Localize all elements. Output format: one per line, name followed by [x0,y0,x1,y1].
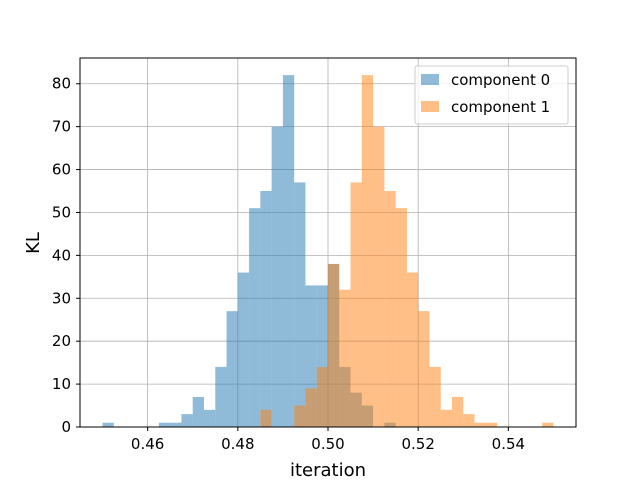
histogram-bar-component-0 [294,182,306,427]
histogram-bar-component-1 [260,409,272,427]
histogram-bar-component-1 [305,388,317,427]
histogram-bar-component-1 [429,366,441,427]
histogram-bar-component-0 [170,422,182,427]
legend-swatch-component-1 [421,101,439,112]
histogram-bar-component-0 [260,191,272,427]
histogram-bar-component-1 [316,366,328,427]
x-tick-label: 0.50 [311,435,344,453]
legend-box [414,65,569,125]
histogram-bar-component-1 [463,414,475,427]
x-tick-label: 0.46 [131,435,164,453]
y-tick-label: 30 [52,289,71,307]
histogram-bar-component-1 [395,208,407,427]
histogram-bar-component-1 [384,191,396,427]
y-tick-label: 60 [52,161,71,179]
y-axis-label: KL [23,232,44,254]
legend-swatch-component-0 [421,74,439,85]
axis-ticks: 0.46 0.48 0.50 0.52 0.54 0 10 20 30 40 50 60 70 80 [52,75,525,453]
legend-label-component-1: component 1 [451,98,550,116]
histogram-bar-component-1 [440,409,452,427]
histogram-bar-component-0 [102,422,114,427]
histogram-bar-component-0 [215,366,227,427]
histogram-bar-component-1 [361,75,374,428]
y-tick-label: 0 [61,418,71,436]
histogram-bar-component-0 [226,311,238,427]
legend-label-component-0: component 0 [451,71,550,89]
histogram-bar-component-1 [339,289,351,427]
histogram-bar-component-0 [271,126,283,428]
y-tick-label: 70 [52,118,71,136]
x-axis-label: iteration [290,460,366,480]
histogram-bar-component-0 [237,272,250,427]
histogram-bars [102,75,554,428]
histogram-bar-component-0 [249,208,261,427]
histogram-bar-component-1 [485,422,498,427]
x-tick-label: 0.52 [401,435,434,453]
y-tick-label: 50 [52,203,71,221]
histogram-bar-component-1 [406,272,419,427]
y-tick-label: 80 [52,75,71,93]
histogram-bar-component-1 [542,422,554,427]
histogram-bar-component-0 [181,414,193,427]
histogram-bar-component-1 [373,126,385,428]
x-tick-label: 0.48 [221,435,254,453]
histogram-bar-component-0 [192,396,204,427]
y-tick-label: 10 [52,375,71,393]
legend: component 0 component 1 [414,65,569,125]
histogram-bar-component-1 [452,396,464,427]
histogram-bar-component-1 [350,182,362,427]
histogram-bar-component-1 [418,311,430,427]
histogram-bar-component-0 [316,285,328,427]
histogram-bar-component-0 [204,409,216,427]
histogram-bar-component-0 [305,285,317,427]
histogram-bar-component-1 [474,422,486,427]
histogram-bar-component-0 [282,75,295,428]
x-tick-label: 0.54 [492,435,525,453]
histogram-bar-component-1 [328,263,340,427]
y-tick-label: 40 [52,246,71,264]
histogram-bar-component-1 [294,405,306,427]
histogram-bar-component-0 [158,422,171,427]
y-tick-label: 20 [52,332,71,350]
